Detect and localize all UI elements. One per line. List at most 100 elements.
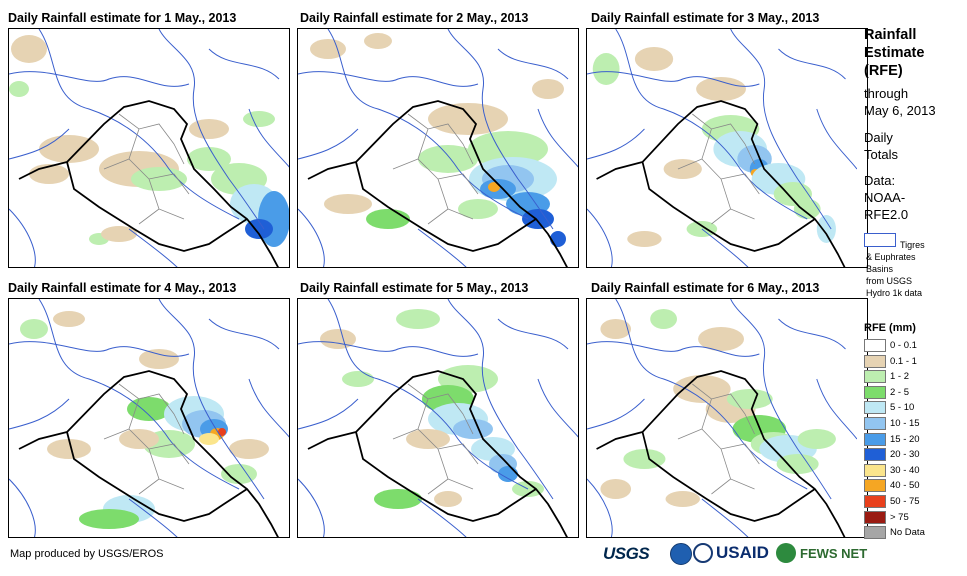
usgs-logo: USGS [603,544,650,563]
legend-item: 0 - 0.1 [864,339,917,352]
rainfall-patch [320,329,356,349]
totals-text: Totals [864,147,898,162]
legend-label: No Data [890,527,925,539]
legend-swatch [864,417,886,430]
legend-item: 40 - 50 [864,479,920,493]
province-boundary [392,113,479,225]
legend-label: 0.1 - 1 [890,355,917,367]
noaa-logo-icon [670,543,692,565]
rainfall-patch [20,319,48,339]
province-boundary [677,113,760,225]
map-content [9,299,289,537]
legend-label: 0 - 0.1 [890,340,917,351]
rainfall-patch [673,375,731,403]
legend-swatch [864,401,886,415]
rainfall-map-4[interactable] [8,298,290,538]
rainfall-patch [797,429,836,449]
rainfall-patch [793,199,821,219]
rainfall-patch [39,135,99,163]
legend-label: 5 - 10 [890,402,915,414]
map-content [587,299,857,537]
rainfall-patch [418,145,478,173]
rainfall-patch [101,226,137,242]
rainfall-map-5[interactable] [297,298,579,538]
rainfall-patch [592,53,620,85]
map-svg-4 [9,299,289,537]
legend-label: 50 - 75 [890,496,920,507]
rainfall-patch [698,327,745,351]
legend-item: No Data [864,526,925,540]
data-source-2: RFE2.0 [864,207,909,222]
legend-swatch [864,448,886,462]
rainfall-patch [9,81,29,97]
fews-globe-icon [776,543,796,563]
map-content [298,29,578,267]
rainfall-patch [218,428,226,436]
legend-swatch [864,370,886,384]
map-svg-2 [298,29,578,267]
panel-title-1: Daily Rainfall estimate for 1 May., 2013 [8,11,237,25]
through-text: through [864,86,909,101]
legend-label: 20 - 30 [890,449,920,461]
rainfall-patch [458,199,498,219]
map-content [298,299,578,537]
rainfall-patch [79,509,139,529]
seal-logo-icon [693,543,713,563]
country-border [307,100,568,267]
rainfall-map-2[interactable] [297,28,579,268]
rainfall-patch [243,111,275,127]
basin-legend-text: Tigres & Euphrates Basins from USGS Hydr… [866,239,966,299]
rainfall-patch [776,454,819,474]
basin-boundary [298,299,578,537]
basin-boundary [298,29,578,267]
rainfall-patch [366,209,410,229]
basin-boundary [9,299,289,537]
legend-label: 1 - 2 [890,371,910,383]
rainfall-map-1[interactable] [8,28,290,268]
through-date: May 6, 2013 [864,103,936,118]
data-source-1: NOAA- [864,190,906,205]
rainfall-patch [634,47,674,71]
rainfall-map-3[interactable] [586,28,868,268]
rainfall-patch [600,479,632,499]
legend-label: 10 - 15 [890,418,920,429]
basin-line-4: from USGS [866,276,913,286]
province-boundary [103,113,190,225]
basin-line-2: & Euphrates [866,252,916,262]
rainfall-patch [139,349,179,369]
rainfall-map-6[interactable] [586,298,868,538]
rainfall-patch [189,119,229,139]
legend-item: 20 - 30 [864,448,920,462]
legend-item: 0.1 - 1 [864,354,917,368]
province-boundary [392,383,479,495]
province-boundary [677,383,760,495]
province-boundary [103,383,190,495]
legend-swatch [864,510,886,524]
rainfall-patch [199,433,219,445]
legend-label: 15 - 20 [890,433,920,445]
country-border [18,100,279,267]
rainfall-patch [663,159,702,179]
country-border [18,370,279,537]
legend-swatch [864,432,886,446]
rfe-title-line-3: (RFE) [864,63,903,79]
rainfall-patch [324,194,372,214]
legend-swatch [864,526,886,540]
map-svg-1 [9,29,289,267]
rainfall-patch [650,309,677,329]
rainfall-patch [434,491,462,507]
usaid-logo: USAID [716,543,769,562]
legend-label: 40 - 50 [890,480,920,492]
rainfall-patch [600,319,632,339]
map-svg-5 [298,299,578,537]
legend-item: 30 - 40 [864,463,920,477]
legend-item: > 75 [864,510,909,524]
legend-item: 50 - 75 [864,495,920,508]
legend-swatch [864,339,886,352]
data-label: Data: [864,173,896,188]
rainfall-patch [696,77,746,101]
legend-label: 2 - 5 [890,386,910,398]
daily-text: Daily [864,130,893,145]
fews-net-logo: FEWS NET [800,546,868,561]
rainfall-patch [665,491,700,507]
